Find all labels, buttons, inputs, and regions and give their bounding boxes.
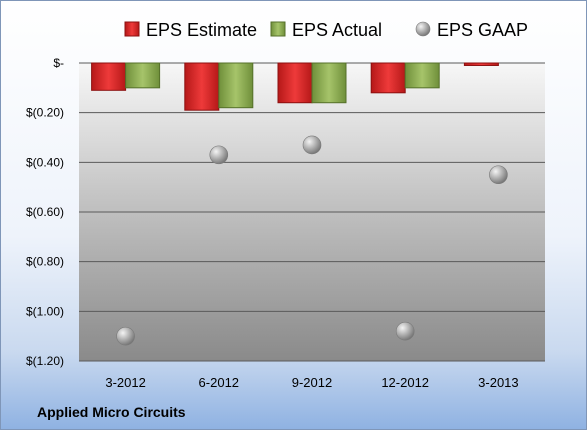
y-tick-label: $(0.80) [26, 255, 64, 269]
legend-eps-gaap-label: EPS GAAP [437, 20, 528, 40]
y-tick-label: $(1.00) [26, 304, 64, 318]
eps-gaap-point [302, 135, 322, 155]
eps-actual-bar [311, 62, 347, 104]
eps-actual-bar [218, 62, 254, 109]
eps-estimate-bar [91, 62, 127, 91]
eps-gaap-point [209, 145, 229, 165]
legend-eps-estimate-marker [124, 21, 140, 37]
x-tick-label: 12-2012 [381, 375, 429, 390]
y-tick-label: $(1.20) [26, 354, 64, 368]
eps-estimate-bar [277, 62, 313, 104]
y-tick-label: $- [53, 56, 64, 70]
y-tick-label: $(0.60) [26, 205, 64, 219]
company-name: Applied Micro Circuits [37, 404, 186, 420]
eps-estimate-bar [370, 62, 406, 94]
x-tick-label: 3-2013 [478, 375, 518, 390]
eps-estimate-bar [463, 62, 499, 66]
eps-gaap-point [116, 326, 135, 346]
y-axis: $- $(0.20) $(0.40) $(0.60) $(0.80) $(1.00) $(1… [26, 56, 64, 368]
legend-eps-estimate-label: EPS Estimate [146, 20, 257, 40]
eps-gaap-point [489, 165, 508, 185]
gaap-points [116, 135, 508, 346]
x-tick-label: 9-2012 [292, 375, 332, 390]
eps-estimate-bar [184, 62, 220, 111]
x-tick-label: 6-2012 [199, 375, 239, 390]
legend: EPS Estimate EPS Actual EPS GAAP [124, 20, 528, 40]
legend-eps-actual-marker [270, 21, 286, 37]
x-axis: 3-2012 6-2012 9-2012 12-2012 3-2013 [105, 375, 518, 390]
eps-actual-bar [125, 62, 161, 89]
y-tick-label: $(0.40) [26, 155, 64, 169]
legend-eps-actual-label: EPS Actual [292, 20, 382, 40]
y-tick-label: $(0.20) [26, 106, 64, 120]
eps-gaap-point [395, 321, 415, 341]
x-tick-label: 3-2012 [105, 375, 145, 390]
eps-actual-bar [404, 62, 440, 89]
legend-gaap-marker [415, 21, 431, 37]
bar-series [91, 62, 499, 111]
